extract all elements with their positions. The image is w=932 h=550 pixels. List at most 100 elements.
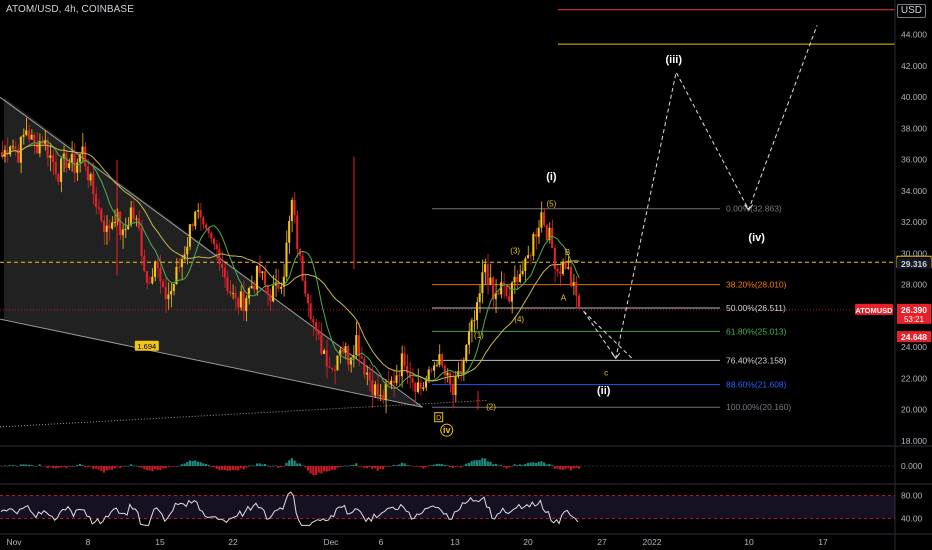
macd-histogram-bar <box>89 466 92 467</box>
macd-histogram-bar <box>78 463 81 466</box>
candle-body <box>435 364 438 366</box>
macd-histogram-bar <box>320 466 323 474</box>
macd-histogram-bar <box>333 466 336 470</box>
candle-body <box>382 395 385 401</box>
rsi-line <box>0 491 579 526</box>
macd-histogram-bar <box>132 465 135 467</box>
price-axis-tick: 38.000 <box>901 123 927 133</box>
candle-body <box>465 344 468 361</box>
macd-histogram-bar <box>57 466 60 469</box>
rsi-axis-tick: 40.00 <box>901 514 923 524</box>
macd-histogram-bar <box>306 466 310 471</box>
candle-body <box>113 222 116 224</box>
rsi-axis-tick: 80.00 <box>901 491 923 501</box>
wave-label: B <box>565 248 570 257</box>
candle-body <box>290 199 293 222</box>
macd-histogram-bar <box>349 465 353 466</box>
candle-body <box>272 285 275 302</box>
candle-body <box>540 212 543 228</box>
macd-histogram-bar <box>27 464 31 466</box>
macd-histogram-bar <box>524 463 527 466</box>
candle-body <box>296 215 299 249</box>
macd-histogram-bar <box>486 461 489 466</box>
price-axis-tick: 34.000 <box>901 186 927 196</box>
macd-histogram-bar <box>111 466 114 470</box>
candle-body <box>94 194 97 208</box>
moving-average-slow <box>1 144 580 382</box>
macd-histogram-bar <box>282 466 285 467</box>
candle-body <box>403 353 406 366</box>
candle-body <box>304 280 307 294</box>
candle-body <box>331 367 334 370</box>
candle-body <box>427 369 430 381</box>
currency-selector[interactable]: USD <box>896 4 926 18</box>
wedge-guide-line <box>0 399 488 428</box>
candle-body <box>54 162 57 175</box>
candle-body <box>68 163 71 169</box>
fib-level-label: 61.80%(25.013) <box>726 326 787 336</box>
candle-body <box>60 158 63 183</box>
macd-histogram-bar <box>175 466 178 467</box>
macd-histogram-bar <box>33 465 36 467</box>
candle-body <box>194 211 197 227</box>
time-axis-tick: Nov <box>6 537 22 547</box>
macd-histogram-bar <box>285 462 288 466</box>
macd-histogram-bar <box>212 466 216 468</box>
candle-body <box>266 284 269 295</box>
macd-histogram-bar <box>35 466 39 467</box>
candle-body <box>156 261 159 269</box>
macd-histogram-bar <box>92 466 95 470</box>
macd-histogram-bar <box>135 465 138 467</box>
macd-histogram-bar <box>575 466 578 469</box>
macd-histogram-bar <box>234 466 237 471</box>
macd-histogram-bar <box>113 466 116 469</box>
candle-body <box>457 371 460 377</box>
macd-histogram-bar <box>14 465 17 467</box>
macd-histogram-bar <box>237 466 240 471</box>
macd-histogram-bar <box>121 466 124 467</box>
wave-label: (3) <box>510 246 520 255</box>
candle-body <box>212 238 216 245</box>
candle-body <box>371 380 374 396</box>
fib-level-label: 76.40%(23.158) <box>726 355 787 365</box>
macd-histogram-bar <box>365 466 369 469</box>
macd-histogram-bar <box>312 466 315 475</box>
candle-body <box>204 224 208 229</box>
candle-body <box>51 155 55 163</box>
fib-level-label: 50.00%(26.511) <box>726 303 786 313</box>
candle-body <box>451 383 454 396</box>
candle-body <box>231 293 234 295</box>
candle-body <box>521 270 524 275</box>
macd-histogram-bar <box>478 460 481 466</box>
candle-body <box>561 261 564 274</box>
macd-histogram-bar <box>309 466 312 474</box>
candle-body <box>556 268 559 272</box>
macd-histogram-bar <box>457 466 460 467</box>
candle-body <box>100 208 103 221</box>
candle-body <box>529 255 532 257</box>
macd-histogram-bar <box>170 466 173 467</box>
candle-body <box>577 295 580 307</box>
macd-histogram-bar <box>564 466 567 470</box>
macd-histogram-bar <box>317 466 320 473</box>
macd-histogram-bar <box>390 466 393 467</box>
macd-histogram-bar <box>178 465 181 467</box>
macd-histogram-bar <box>323 466 326 472</box>
candle-body <box>548 227 551 240</box>
candle-body <box>17 149 20 163</box>
macd-histogram-bar <box>513 464 516 466</box>
macd-histogram-bar <box>51 466 55 469</box>
time-axis-tick: 17 <box>818 537 828 547</box>
candle-body <box>70 153 73 164</box>
price-axis-tick: 40.000 <box>901 92 927 102</box>
macd-histogram-bar <box>70 465 73 467</box>
price-axis-label: 26.390 <box>901 305 927 315</box>
candle-body <box>33 134 36 144</box>
macd-histogram-bar <box>296 463 299 466</box>
macd-histogram-bar <box>395 465 398 466</box>
candle-body <box>253 286 256 290</box>
macd-histogram-bar <box>363 466 366 468</box>
macd-histogram-bar <box>269 466 272 468</box>
macd-histogram-bar <box>167 466 170 467</box>
